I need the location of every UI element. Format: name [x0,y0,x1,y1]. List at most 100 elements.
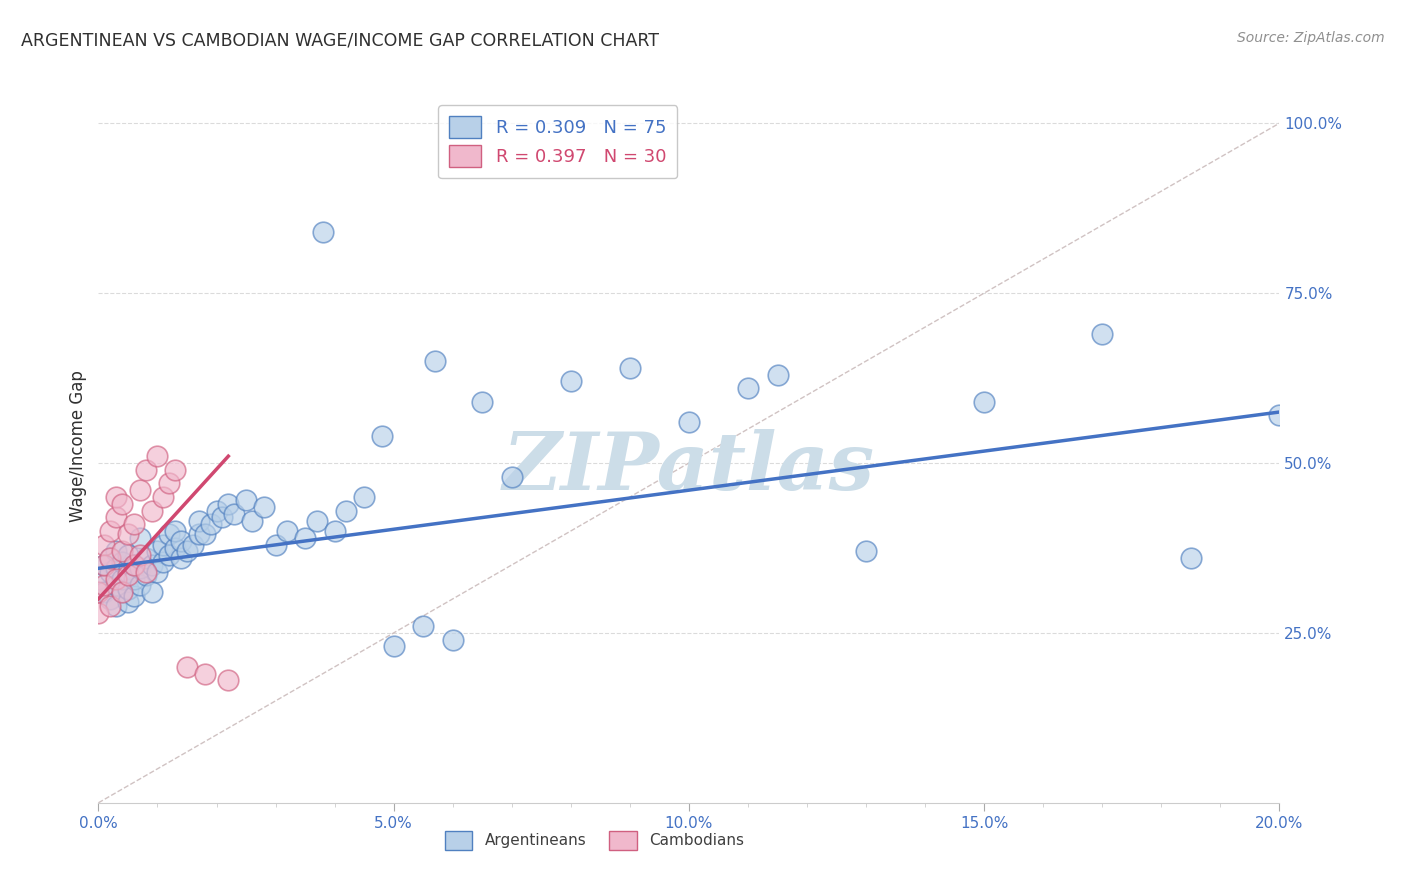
Point [98,524,121,538]
Point [146,449,169,463]
Point [165,524,187,538]
Point [423,354,446,368]
Point [98,551,121,566]
Point [93,558,115,572]
Text: ZIPatlas: ZIPatlas [503,429,875,506]
Point [152,490,174,504]
Point [117,595,139,609]
Point [194,666,217,681]
Point [128,578,150,592]
Point [737,381,759,395]
Point [105,561,128,575]
Point [501,469,523,483]
Point [323,524,346,538]
Point [98,591,121,606]
Point [224,507,246,521]
Point [170,551,193,566]
Point [122,558,145,572]
Point [128,483,150,498]
Point [194,527,217,541]
Point [217,497,239,511]
Point [87,585,110,599]
Point [382,640,405,654]
Point [157,476,180,491]
Point [619,360,641,375]
Point [211,510,233,524]
Point [111,585,134,599]
Text: ARGENTINEAN VS CAMBODIAN WAGE/INCOME GAP CORRELATION CHART: ARGENTINEAN VS CAMBODIAN WAGE/INCOME GAP… [21,31,659,49]
Point [122,589,145,603]
Point [152,555,174,569]
Point [98,565,121,579]
Point [117,582,139,596]
Text: Source: ZipAtlas.com: Source: ZipAtlas.com [1237,31,1385,45]
Point [98,599,121,613]
Point [122,558,145,572]
Point [146,544,169,558]
Point [105,490,128,504]
Point [105,578,128,592]
Point [371,429,394,443]
Point [176,544,198,558]
Point [560,375,582,389]
Point [1180,551,1202,566]
Point [264,537,287,551]
Point [141,558,163,572]
Point [152,537,174,551]
Point [973,394,995,409]
Point [312,225,335,239]
Point [353,490,375,504]
Point [766,368,789,382]
Point [135,565,157,579]
Point [471,394,494,409]
Point [105,510,128,524]
Point [135,463,157,477]
Point [117,548,139,562]
Point [135,551,157,566]
Y-axis label: Wage/Income Gap: Wage/Income Gap [69,370,87,522]
Point [157,527,180,541]
Point [93,585,115,599]
Legend: Argentineans, Cambodians: Argentineans, Cambodians [439,825,751,855]
Point [165,463,187,477]
Point [217,673,239,688]
Point [122,517,145,532]
Point [111,572,134,586]
Point [111,544,134,558]
Point [105,544,128,558]
Point [111,585,134,599]
Point [141,503,163,517]
Point [111,555,134,569]
Point [122,572,145,586]
Point [105,599,128,613]
Point [187,514,209,528]
Point [235,493,257,508]
Point [412,619,434,633]
Point [678,415,700,429]
Point [855,544,877,558]
Point [200,517,222,532]
Point [105,572,128,586]
Point [305,514,328,528]
Point [170,534,193,549]
Point [87,572,110,586]
Point [98,551,121,566]
Point [205,503,228,517]
Point [117,568,139,582]
Point [128,561,150,575]
Point [176,660,198,674]
Point [187,527,209,541]
Point [128,548,150,562]
Point [157,548,180,562]
Point [181,537,204,551]
Point [93,558,115,572]
Point [117,565,139,579]
Point [294,531,316,545]
Point [441,632,464,647]
Point [128,531,150,545]
Point [1268,409,1291,423]
Point [1091,326,1114,341]
Point [253,500,276,515]
Point [276,524,298,538]
Point [111,497,134,511]
